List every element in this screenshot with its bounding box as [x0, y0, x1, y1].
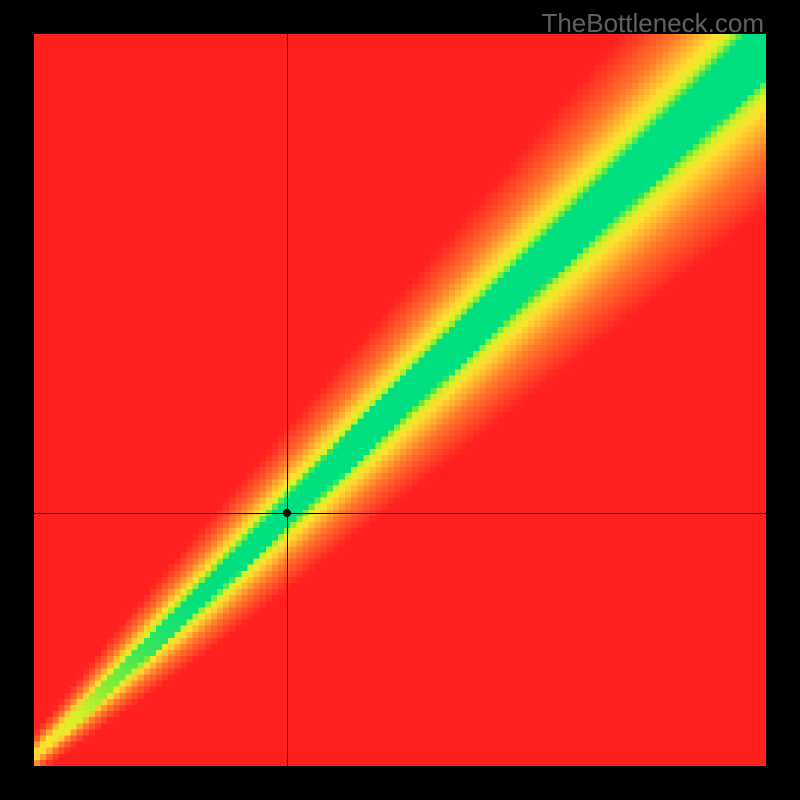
crosshair-vertical [287, 34, 288, 766]
crosshair-horizontal [34, 513, 766, 514]
chart-container: TheBottleneck.com [0, 0, 800, 800]
watermark-text: TheBottleneck.com [541, 8, 764, 39]
marker-dot [283, 509, 291, 517]
bottleneck-heatmap [34, 34, 766, 766]
